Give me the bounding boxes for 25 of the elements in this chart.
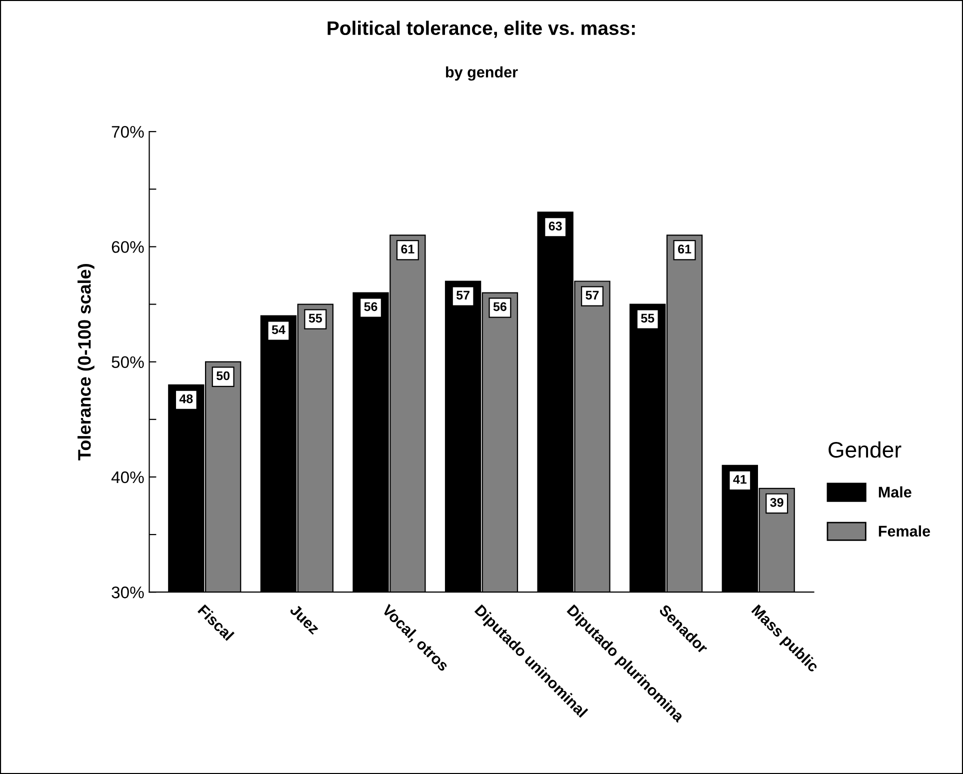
data-label: 63 — [548, 222, 562, 231]
y-tick-label: 40% — [111, 471, 144, 484]
legend-label: Male — [878, 486, 912, 498]
data-label: 50 — [216, 371, 230, 380]
y-tick-label: 70% — [112, 126, 144, 138]
data-label: 54 — [272, 325, 286, 334]
y-axis-title: Tolerance (0-100 scale) — [78, 264, 94, 460]
data-label: 56 — [364, 302, 378, 312]
chart-title: Political tolerance, elite vs. mass: — [328, 20, 635, 38]
y-tick-label: 50% — [112, 356, 144, 368]
data-label: 48 — [179, 394, 193, 404]
data-label: 41 — [733, 475, 747, 484]
legend-label: Female — [878, 525, 930, 537]
data-label: 57 — [456, 290, 470, 300]
legend-title: Gender — [828, 441, 902, 458]
data-label: 56 — [493, 302, 506, 312]
y-tick-label: 60% — [112, 241, 144, 253]
data-label: 55 — [641, 314, 654, 323]
data-label: 61 — [401, 244, 414, 254]
y-tick-label: 30% — [112, 586, 144, 598]
data-label: 55 — [308, 314, 322, 323]
data-label: 39 — [770, 498, 784, 507]
data-label: 61 — [678, 244, 692, 254]
chart-subtitle: by gender — [446, 66, 518, 81]
data-label: 57 — [586, 290, 599, 300]
